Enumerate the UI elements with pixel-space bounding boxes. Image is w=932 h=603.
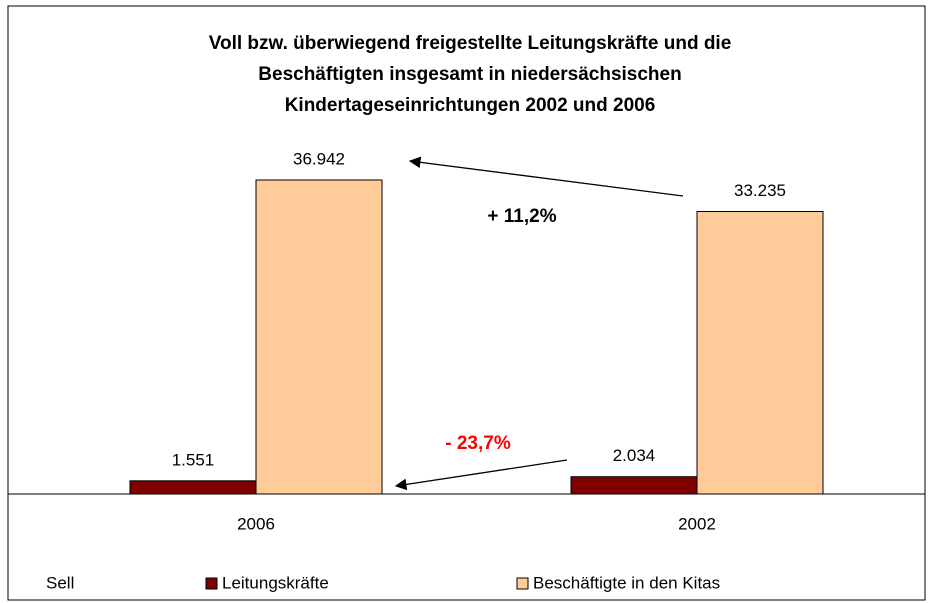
bar bbox=[696, 211, 824, 495]
x-tick-label: 2006 bbox=[237, 514, 275, 533]
value-label: 33.235 bbox=[734, 181, 786, 200]
bar bbox=[255, 179, 383, 495]
arrow bbox=[408, 156, 684, 197]
chart-title: Beschäftigten insgesamt in niedersächsis… bbox=[258, 64, 681, 85]
x-tick-label: 2002 bbox=[678, 514, 716, 533]
chart-title: Voll bzw. überwiegend freigestellte Leit… bbox=[209, 33, 732, 54]
bar bbox=[129, 480, 257, 495]
arrow bbox=[394, 459, 568, 491]
bar bbox=[570, 476, 698, 495]
value-label: 36.942 bbox=[293, 149, 345, 168]
legend-label: Leitungskräfte bbox=[222, 573, 329, 592]
legend-swatch bbox=[516, 577, 529, 590]
annotation: - 23,7% bbox=[445, 433, 511, 454]
legend-swatch bbox=[205, 577, 218, 590]
source-note: Sell bbox=[46, 573, 74, 592]
value-label: 2.034 bbox=[613, 446, 656, 465]
chart-title: Kindertageseinrichtungen 2002 und 2006 bbox=[285, 95, 656, 116]
legend-label: Beschäftigte in den Kitas bbox=[533, 573, 720, 592]
annotation: + 11,2% bbox=[487, 206, 556, 227]
value-label: 1.551 bbox=[172, 450, 215, 469]
